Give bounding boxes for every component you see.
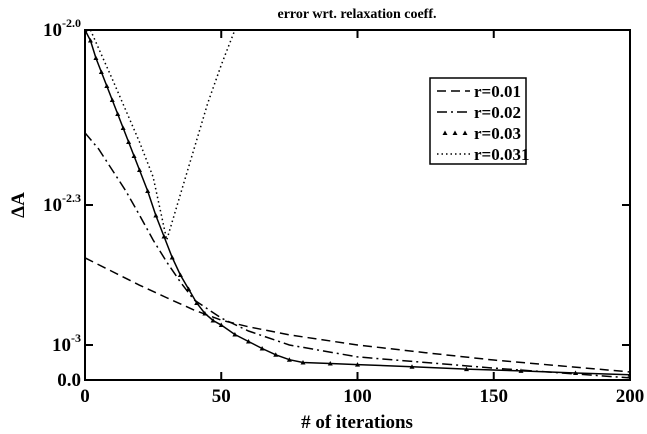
y-tick-exponent: -2.0: [62, 16, 81, 30]
chart-title: error wrt. relaxation coeff.: [278, 7, 437, 22]
series-line: [85, 30, 630, 376]
marker: [85, 30, 88, 32]
y-tick-exponent: -3: [71, 331, 81, 345]
y-axis-label: ΔA: [8, 192, 29, 218]
legend-marker: [442, 130, 448, 135]
legend-marker: [462, 130, 468, 135]
legend-label: r=0.031: [474, 145, 529, 164]
marker: [161, 234, 167, 239]
marker: [186, 286, 192, 291]
x-tick-label: 200: [616, 386, 645, 407]
marker: [464, 366, 469, 372]
marker: [145, 188, 151, 193]
y-tick-base: 10: [43, 20, 62, 41]
marker: [259, 346, 265, 351]
y-tick-label: 10-2.3: [43, 191, 81, 216]
y-tick-label: 10-2.0: [43, 16, 81, 41]
marker: [246, 339, 251, 344]
marker: [300, 360, 306, 365]
plot-area: [85, 30, 630, 379]
marker: [126, 139, 132, 144]
marker: [327, 361, 333, 366]
x-tick-label: 50: [212, 386, 231, 407]
marker: [355, 362, 360, 367]
marker: [218, 322, 224, 328]
x-axis-label: # of iterations: [301, 412, 413, 433]
y-tick-label: 0.0: [57, 370, 81, 391]
marker: [87, 38, 93, 43]
y-tick-base: 0.0: [57, 370, 81, 391]
y-tick-base: 10: [43, 195, 62, 216]
y-tick-label: 10-3: [52, 331, 81, 356]
marker: [104, 83, 110, 88]
y-tick-exponent: -2.3: [62, 191, 81, 205]
marker: [232, 332, 238, 337]
marker: [518, 368, 524, 373]
marker: [273, 352, 279, 357]
series-line: [89, 30, 236, 241]
plot-frame: [84, 29, 631, 381]
series-line: [85, 257, 630, 373]
marker: [202, 311, 208, 316]
marker: [286, 357, 292, 362]
marker: [169, 255, 175, 260]
legend-label: r=0.03: [474, 124, 521, 143]
marker: [177, 272, 183, 277]
marker: [627, 372, 630, 377]
marker: [137, 167, 142, 172]
legend-label: r=0.01: [474, 82, 521, 101]
y-tick-base: 10: [52, 335, 71, 356]
marker: [120, 125, 126, 130]
marker: [153, 213, 159, 218]
marker: [109, 97, 115, 102]
marker: [131, 153, 137, 158]
x-tick-label: 100: [343, 386, 372, 407]
series-line: [85, 132, 630, 379]
legend-label: r=0.02: [474, 103, 521, 122]
marker: [210, 318, 216, 323]
marker: [194, 300, 200, 305]
x-tick-label: 150: [480, 386, 509, 407]
marker: [409, 364, 415, 369]
legend-marker: [452, 130, 458, 135]
marker: [98, 69, 104, 74]
marker: [573, 370, 578, 375]
marker: [115, 111, 121, 116]
legend-box: [429, 77, 527, 165]
x-tick-label: 0: [80, 386, 90, 407]
marker: [93, 55, 99, 60]
